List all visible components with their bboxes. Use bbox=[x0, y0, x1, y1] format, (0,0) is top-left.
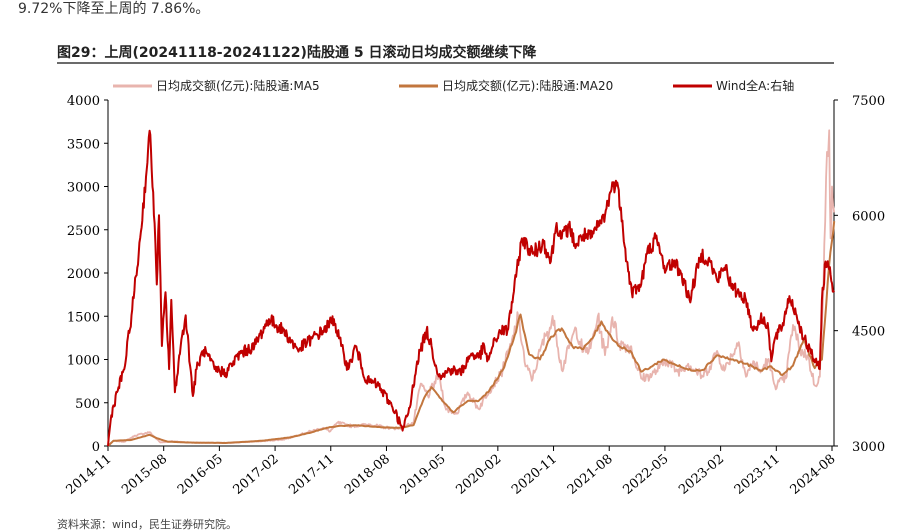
ma5-line bbox=[107, 129, 836, 447]
intro-text: 9.72%下降至上周的 7.86%。 bbox=[18, 1, 210, 17]
y-right-tick-label: 4500 bbox=[852, 325, 885, 340]
x-tick-label: 2019-05 bbox=[398, 452, 449, 498]
x-tick-label: 2015-08 bbox=[119, 452, 170, 498]
x-tick-label: 2024-08 bbox=[788, 452, 839, 498]
y-right-tick-label: 3000 bbox=[852, 440, 885, 455]
x-tick-label: 2016-05 bbox=[175, 452, 226, 498]
legend-label-wind: Wind全A:右轴 bbox=[716, 78, 794, 93]
y-left-tick-label: 500 bbox=[75, 397, 100, 412]
x-tick-label: 2020-11 bbox=[509, 452, 560, 498]
legend-label-ma20: 日均成交额(亿元):陆股通:MA20 bbox=[442, 78, 613, 93]
title-rule bbox=[57, 62, 834, 64]
y-left-tick-label: 2500 bbox=[67, 224, 100, 239]
x-tick-label: 2021-08 bbox=[565, 452, 616, 498]
y-left-tick-label: 2000 bbox=[67, 267, 100, 282]
ma20-line bbox=[107, 221, 836, 447]
y-left-tick-label: 3000 bbox=[67, 181, 100, 196]
x-tick-label: 2020-02 bbox=[453, 452, 504, 498]
y-right-tick-label: 7500 bbox=[852, 94, 885, 109]
y-left-tick-label: 0 bbox=[92, 440, 100, 455]
x-tick-label: 2018-08 bbox=[342, 452, 393, 498]
x-tick-label: 2023-11 bbox=[732, 452, 783, 498]
x-tick-label: 2017-02 bbox=[231, 452, 282, 498]
x-tick-label: 2022-05 bbox=[620, 452, 671, 498]
legend: 日均成交额(亿元):陆股通:MA5 日均成交额(亿元):陆股通:MA20 Win… bbox=[113, 78, 794, 93]
legend-label-ma5: 日均成交额(亿元):陆股通:MA5 bbox=[156, 78, 320, 93]
x-tick-label: 2014-11 bbox=[64, 452, 115, 498]
y-left-tick-label: 1500 bbox=[67, 310, 100, 325]
x-tick-label: 2017-11 bbox=[286, 452, 337, 498]
source-note: 资料来源：wind，民生证券研究院。 bbox=[57, 518, 238, 531]
y-left-tick-label: 3500 bbox=[67, 137, 100, 152]
y-left-tick-label: 1000 bbox=[67, 354, 100, 369]
figure-title: 图29：上周(20241118-20241122)陆股通 5 日滚动日均成交额继… bbox=[57, 45, 537, 61]
x-tick-label: 2023-02 bbox=[676, 452, 727, 498]
y-right-tick-label: 6000 bbox=[852, 209, 885, 224]
wind-all-a-line bbox=[107, 129, 836, 447]
y-left-tick-label: 4000 bbox=[67, 94, 100, 109]
